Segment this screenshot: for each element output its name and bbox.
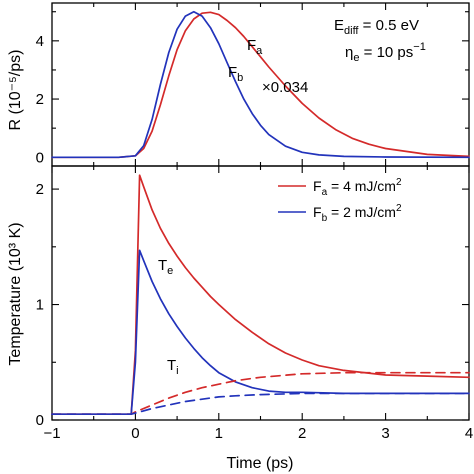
bottom-series-3: [51, 392, 470, 416]
bottom-xlabel: Time (ps): [227, 455, 294, 472]
top-ylabel: R (10⁻⁵/ps): [7, 50, 24, 131]
legend: Fa = 4 mJ/cm2 Fb = 2 mJ/cm2: [278, 177, 402, 224]
top-ytick-label: 0: [36, 149, 44, 166]
bottom-xtick-label: 4: [465, 425, 473, 442]
ediff-annotation: Ediff = 0.5 eV: [334, 17, 419, 37]
bottom-ytick-label: 1: [36, 297, 44, 314]
bottom-ytick-label: 0: [36, 412, 44, 429]
te-curve-label: Te: [158, 257, 173, 277]
bottom-xtick-label: −1: [43, 425, 60, 442]
bottom-xtick-label: 0: [131, 425, 139, 442]
bottom-xtick-label: 1: [215, 425, 223, 442]
bottom-ytick-label: 2: [36, 181, 44, 198]
top-series-0: [51, 11, 470, 159]
scale-note: ×0.034: [262, 79, 308, 96]
ti-curve-label: Ti: [167, 357, 179, 377]
top-series-lines: [51, 10, 470, 159]
legend-label-fa: Fa = 4 mJ/cm2: [313, 177, 402, 198]
bottom-series-lines: [51, 174, 470, 416]
bottom-series-2: [51, 371, 470, 416]
eta-annotation: ηe = 10 ps−1: [345, 41, 426, 64]
legend-label-fb: Fb = 2 mJ/cm2: [313, 203, 402, 224]
top-series-1: [51, 10, 470, 159]
bottom-panel-frame: [51, 165, 470, 421]
bottom-ylabel: Temperature (10³ K): [7, 222, 24, 365]
top-ytick-label: 2: [36, 91, 44, 108]
top-ytick-label: 4: [36, 33, 44, 50]
bottom-xtick-label: 3: [381, 425, 389, 442]
fa-curve-label: Fa: [247, 37, 263, 57]
fb-curve-label: Fb: [228, 64, 243, 84]
bottom-xtick-label: 2: [298, 425, 306, 442]
bottom-series-0: [51, 174, 470, 416]
bottom-series-1: [51, 249, 470, 416]
